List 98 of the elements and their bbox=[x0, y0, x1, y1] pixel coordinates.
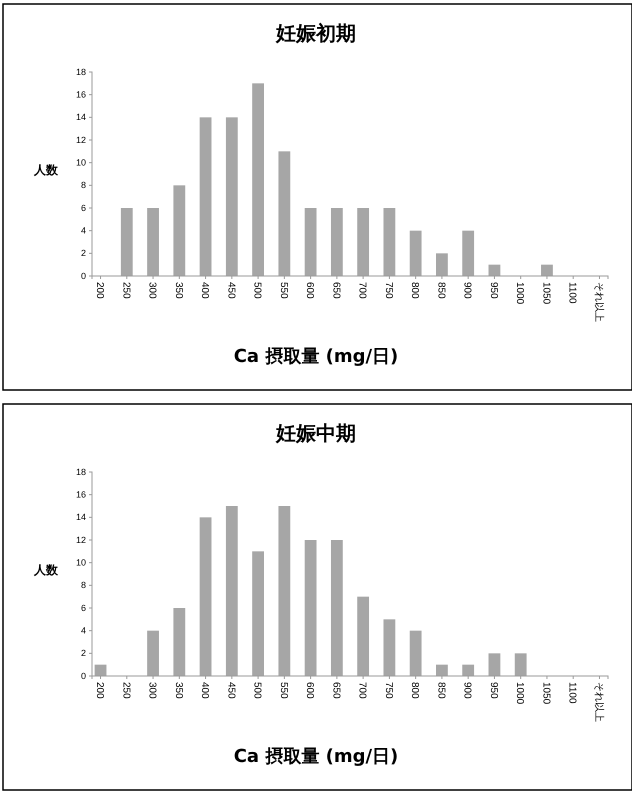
chart-title: 妊娠初期 bbox=[275, 21, 356, 45]
bar bbox=[462, 230, 474, 276]
bar bbox=[488, 653, 500, 676]
x-axis-title: Ca 摂取量 (mg/日) bbox=[234, 746, 398, 767]
bar bbox=[173, 608, 186, 676]
y-tick-label: 12 bbox=[76, 534, 86, 545]
bar bbox=[173, 185, 186, 276]
x-tick-label: 450 bbox=[225, 282, 236, 300]
x-tick-label: 300 bbox=[146, 282, 158, 300]
bar bbox=[383, 619, 396, 676]
y-tick-label: 0 bbox=[80, 670, 86, 681]
x-tick-label: 950 bbox=[488, 282, 499, 300]
x-tick-label: 750 bbox=[382, 682, 394, 700]
x-tick-label: 200 bbox=[94, 282, 106, 300]
y-tick-label: 2 bbox=[80, 248, 86, 258]
bar bbox=[147, 208, 159, 276]
x-tick-label: 650 bbox=[330, 282, 342, 300]
bar bbox=[436, 253, 448, 276]
bar bbox=[252, 83, 264, 276]
x-tick-label: 550 bbox=[278, 682, 289, 700]
x-tick-label: 850 bbox=[435, 282, 446, 300]
y-axis-title: 人数 bbox=[33, 163, 59, 177]
x-tick-label: 1050 bbox=[540, 682, 552, 705]
bar bbox=[94, 664, 106, 676]
y-tick-label: 4 bbox=[80, 626, 86, 636]
bar bbox=[541, 264, 553, 276]
y-tick-label: 10 bbox=[76, 158, 86, 168]
bar bbox=[304, 540, 317, 676]
bar bbox=[410, 630, 422, 676]
x-tick-label: 1000 bbox=[514, 682, 526, 705]
x-tick-label: 850 bbox=[435, 682, 446, 700]
x-tick-label: 600 bbox=[304, 282, 316, 300]
x-tick-label: 900 bbox=[462, 682, 473, 700]
x-tick-label: 700 bbox=[356, 682, 368, 700]
y-tick-label: 18 bbox=[76, 466, 86, 477]
bar bbox=[462, 664, 474, 676]
y-tick-label: 14 bbox=[76, 512, 86, 522]
y-axis-title: 人数 bbox=[33, 563, 59, 577]
y-tick-label: 0 bbox=[80, 270, 86, 281]
bar bbox=[200, 517, 212, 676]
x-tick-label: 400 bbox=[199, 682, 210, 700]
x-tick-label: 300 bbox=[146, 682, 158, 700]
x-tick-label: 750 bbox=[382, 282, 394, 300]
y-tick-label: 8 bbox=[80, 180, 86, 190]
y-tick-label: 16 bbox=[76, 90, 86, 100]
x-tick-label: 550 bbox=[278, 282, 289, 300]
bar bbox=[357, 596, 370, 676]
x-tick-label: 500 bbox=[252, 282, 263, 300]
bar bbox=[410, 230, 422, 276]
x-tick-label: 200 bbox=[94, 682, 106, 700]
x-tick-label: 600 bbox=[304, 682, 316, 700]
x-tick-label: 350 bbox=[172, 282, 184, 300]
x-tick-label: 350 bbox=[172, 682, 184, 700]
y-tick-label: 18 bbox=[76, 66, 86, 77]
x-tick-label: 650 bbox=[330, 682, 342, 700]
y-tick-label: 6 bbox=[80, 602, 86, 613]
x-tick-label: 950 bbox=[488, 682, 499, 700]
x-tick-label: 250 bbox=[120, 682, 132, 700]
y-tick-label: 16 bbox=[76, 490, 86, 500]
bar bbox=[252, 551, 264, 676]
bar bbox=[330, 540, 343, 676]
y-tick-label: 6 bbox=[80, 202, 86, 213]
x-tick-label: 900 bbox=[462, 282, 473, 300]
x-tick-label: 1100 bbox=[566, 282, 578, 304]
x-tick-label: 250 bbox=[120, 282, 132, 300]
bar bbox=[147, 630, 159, 676]
chart-title: 妊娠中期 bbox=[275, 421, 356, 445]
x-tick-label: 800 bbox=[409, 682, 420, 700]
x-tick-label: 1050 bbox=[540, 282, 552, 305]
y-tick-label: 12 bbox=[76, 134, 86, 145]
x-axis-title: Ca 摂取量 (mg/日) bbox=[234, 346, 398, 367]
bar bbox=[304, 208, 317, 276]
x-tick-label: 1000 bbox=[514, 282, 526, 305]
y-tick-label: 2 bbox=[80, 648, 86, 658]
y-tick-label: 4 bbox=[80, 226, 86, 236]
x-tick-label: それ以上 bbox=[592, 682, 605, 722]
y-tick-label: 14 bbox=[76, 112, 86, 122]
bar bbox=[278, 151, 290, 276]
bar bbox=[226, 506, 238, 676]
x-tick-label: 400 bbox=[199, 282, 210, 300]
x-tick-label: 1100 bbox=[566, 682, 578, 704]
x-tick-label: 500 bbox=[252, 682, 263, 700]
y-tick-label: 10 bbox=[76, 558, 86, 568]
bar bbox=[226, 117, 238, 276]
bar bbox=[514, 653, 527, 676]
bar bbox=[436, 664, 448, 676]
y-tick-label: 8 bbox=[80, 580, 86, 590]
bar bbox=[200, 117, 212, 276]
bar bbox=[488, 264, 500, 276]
bar bbox=[357, 208, 370, 276]
bar bbox=[383, 208, 396, 276]
bar bbox=[120, 208, 133, 276]
x-tick-label: 800 bbox=[409, 282, 420, 300]
bar bbox=[330, 208, 343, 276]
x-tick-label: 700 bbox=[356, 282, 368, 300]
x-tick-label: それ以上 bbox=[592, 282, 605, 322]
x-tick-label: 450 bbox=[225, 682, 236, 700]
bar bbox=[278, 506, 290, 676]
